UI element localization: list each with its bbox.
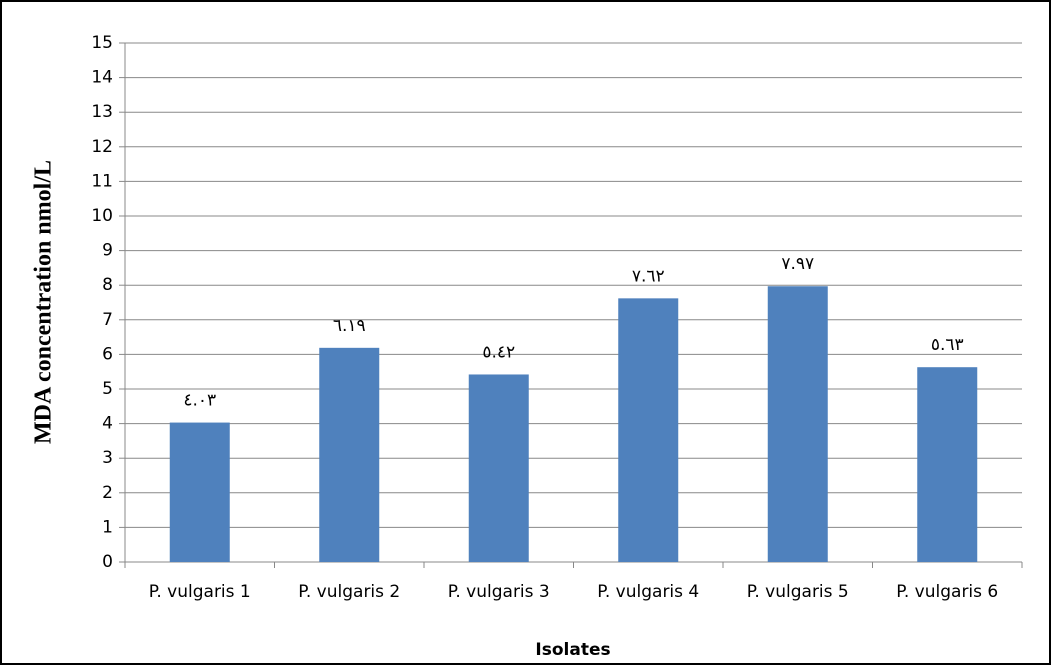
x-tick-label: P. vulgaris 3 (448, 582, 550, 602)
y-tick-label: 5 (102, 379, 113, 399)
value-label: ٦.١٩ (333, 316, 366, 336)
y-tick-label: 3 (102, 448, 113, 468)
y-tick-label: 12 (91, 137, 113, 157)
value-label: ٥.٤٢ (482, 342, 515, 362)
y-tick-label: 9 (102, 241, 113, 261)
y-tick-label: 14 (91, 68, 113, 88)
y-tick-label: 11 (91, 171, 113, 191)
y-tick-label: 15 (91, 33, 113, 53)
y-tick-label: 2 (102, 483, 113, 503)
value-label: ٧.٩٧ (781, 254, 814, 274)
y-axis-label: MDA concentration nmol/L (31, 160, 57, 444)
x-tick-label: P. vulgaris 6 (896, 582, 998, 602)
y-tick-label: 7 (102, 310, 113, 330)
y-tick-label: 13 (91, 102, 113, 122)
bar (618, 298, 679, 562)
y-tick-label: 10 (91, 206, 113, 226)
x-tick-label: P. vulgaris 2 (298, 582, 400, 602)
y-tick-label: 4 (102, 414, 113, 434)
bar (917, 367, 978, 562)
x-tick-label: P. vulgaris 5 (747, 582, 849, 602)
x-tick-label: P. vulgaris 1 (149, 582, 251, 602)
bar (169, 422, 230, 562)
value-label: ٧.٦٢ (632, 266, 665, 286)
y-tick-label: 8 (102, 275, 113, 295)
bar (767, 286, 828, 562)
y-tick-label: 6 (102, 344, 113, 364)
value-label: ٤.٠٣ (183, 391, 216, 411)
y-tick-label: 1 (102, 517, 113, 537)
x-tick-label: P. vulgaris 4 (597, 582, 699, 602)
bar (468, 374, 529, 562)
x-axis-label: Isolates (535, 640, 610, 660)
y-tick-label: 0 (102, 552, 113, 572)
value-label: ٥.٦٣ (931, 335, 964, 355)
bar (319, 347, 380, 562)
